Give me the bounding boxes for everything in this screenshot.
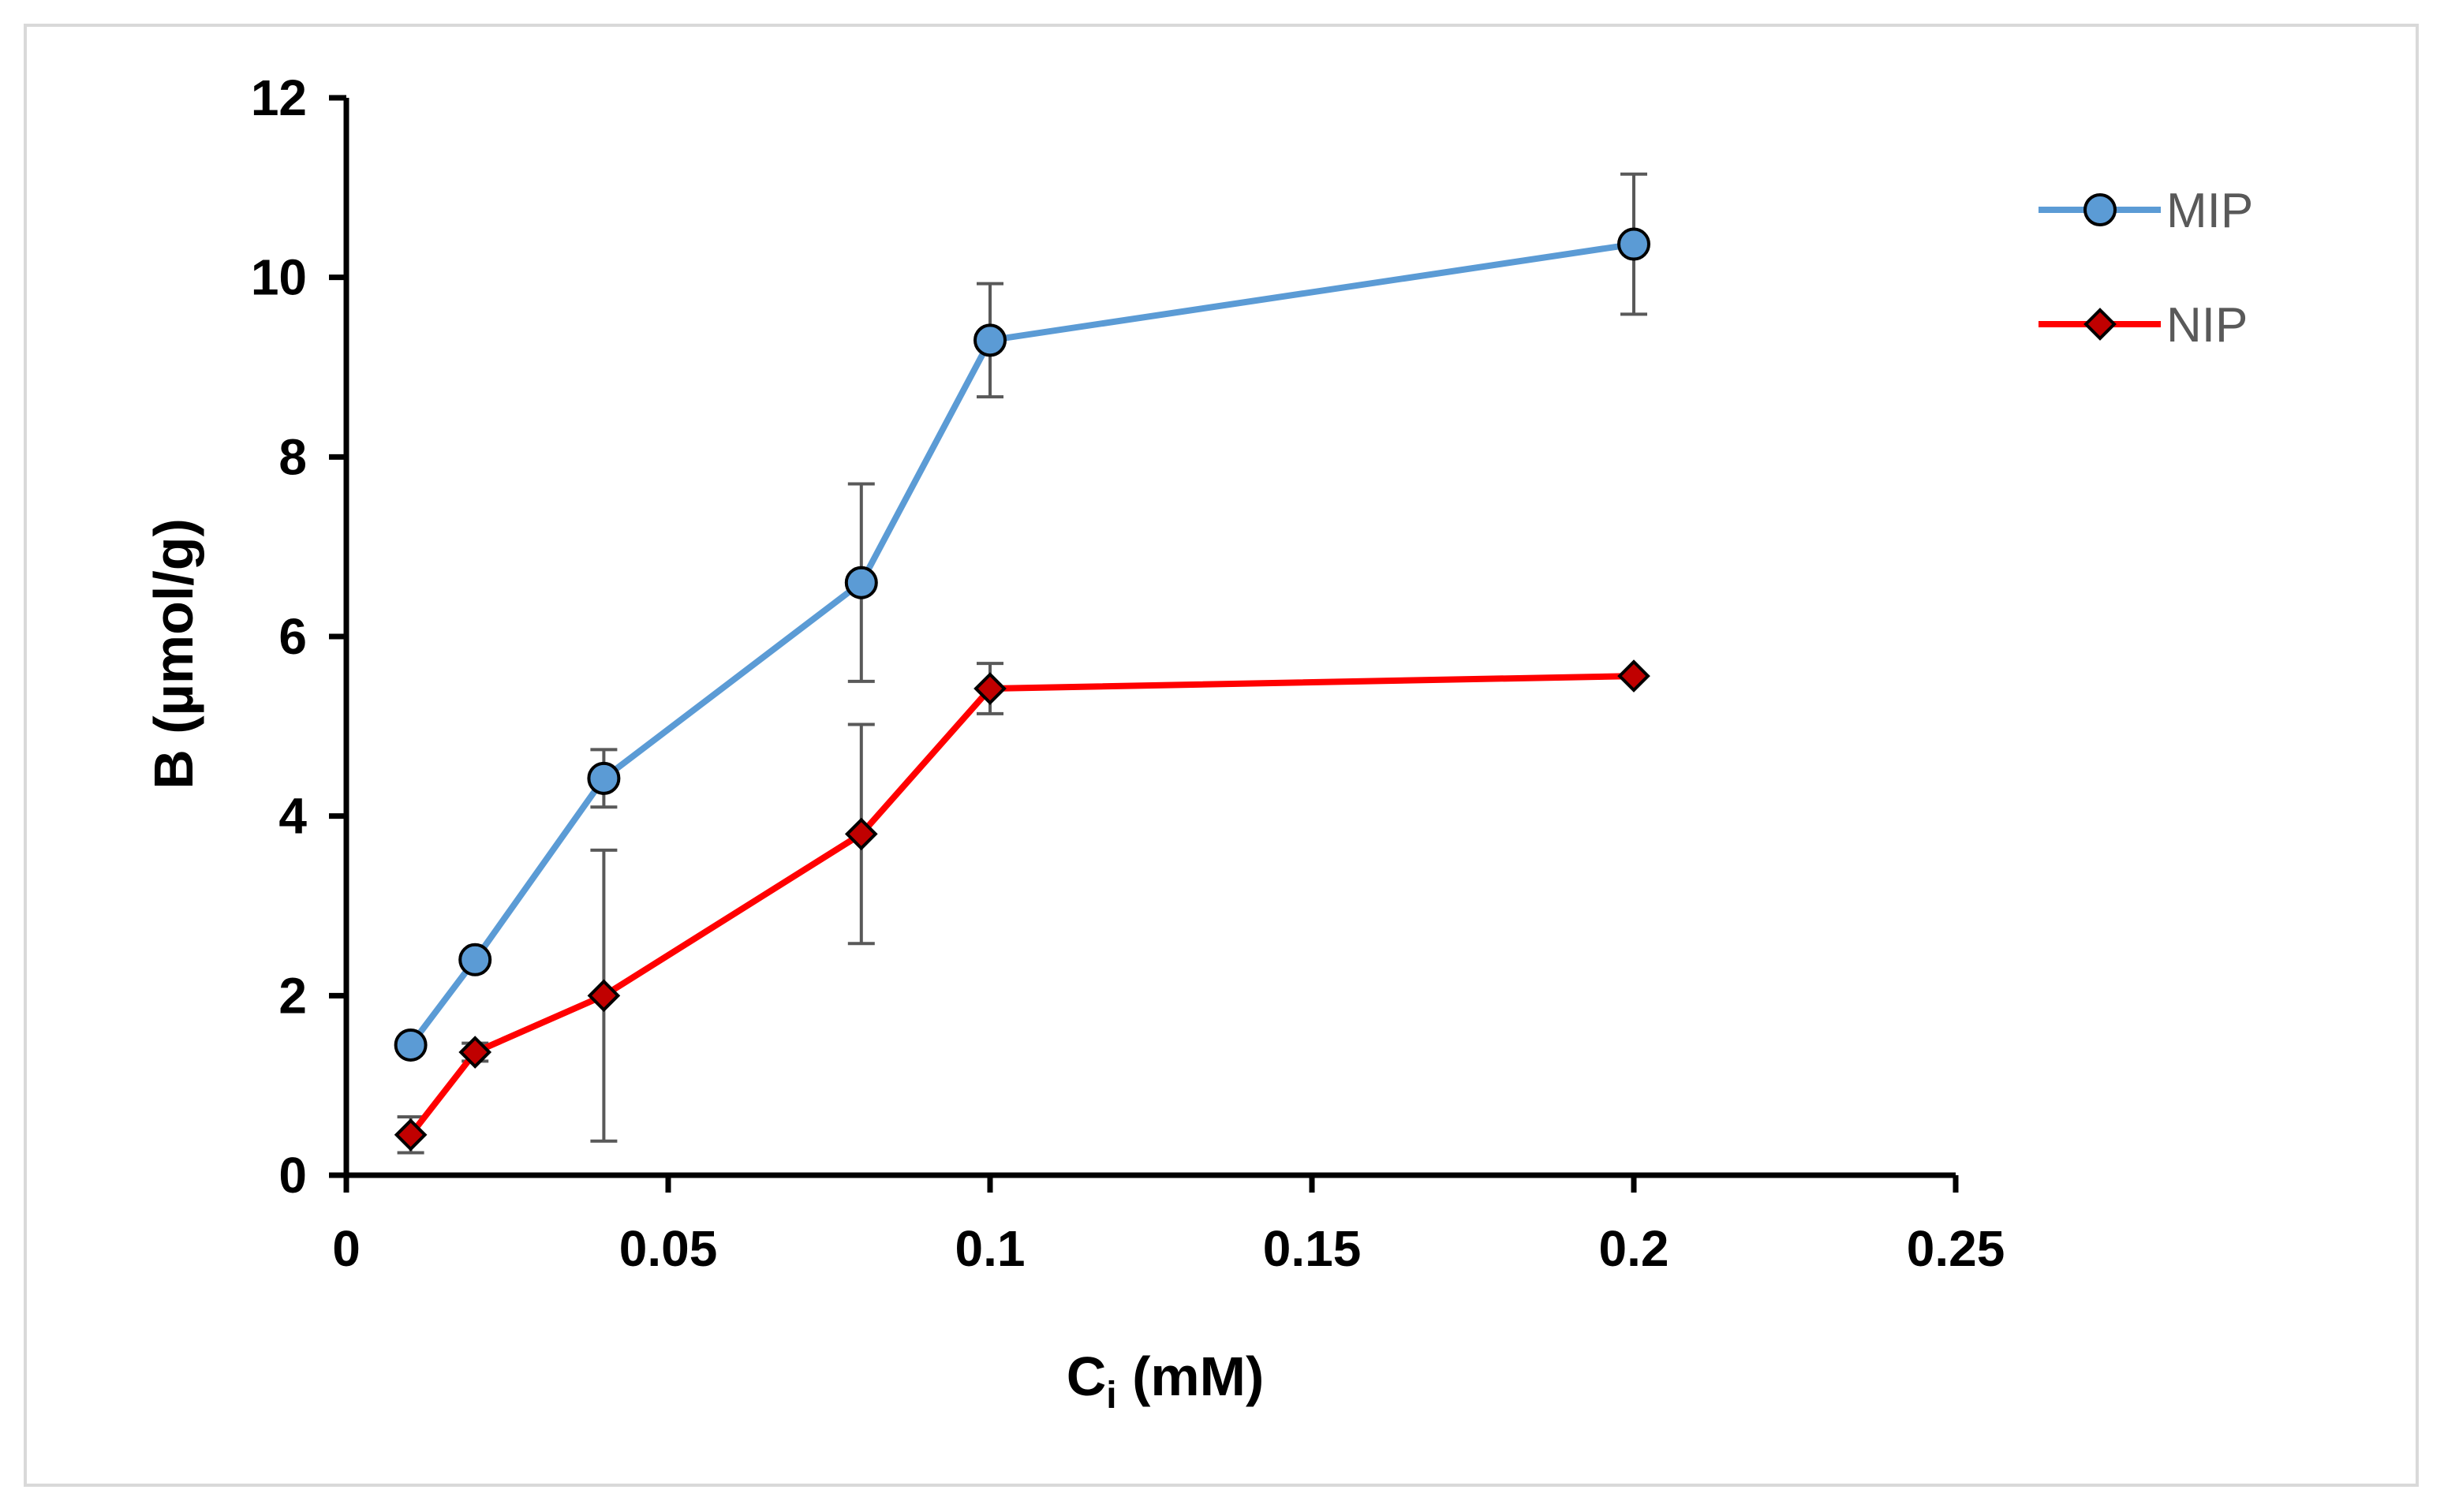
data-point-nip [844, 817, 878, 851]
legend-label-mip: MIP [2166, 184, 2253, 238]
data-point-nip [973, 672, 1007, 705]
y-tick-label: 4 [278, 788, 307, 845]
x-axis-title: Ci (mM) [1067, 1346, 1265, 1417]
data-point-mip [394, 1028, 428, 1062]
legend-marker-nip [2083, 308, 2117, 341]
data-point-mip [973, 323, 1007, 357]
y-tick-label: 6 [278, 608, 307, 665]
chart-frame: 0 2 4 6 8 10 12 0 0.05 0.1 0.15 0.2 0.25 B (µmol/g) … [24, 24, 2419, 1487]
data-point-nip [458, 1036, 492, 1069]
x-tick-label: 0.2 [1599, 1220, 1669, 1277]
y-tick-label: 0 [278, 1147, 307, 1204]
x-tick-label: 0.25 [1907, 1220, 2005, 1277]
series-line-mip [408, 241, 1635, 1047]
y-axis-title: B (µmol/g) [143, 518, 204, 790]
x-tick-label: 0.05 [619, 1220, 718, 1277]
y-tick-label: 12 [251, 69, 307, 126]
data-point-mip [844, 566, 878, 599]
y-tick-label: 2 [278, 967, 307, 1024]
data-point-mip [1617, 227, 1650, 261]
x-tick-label: 0.1 [955, 1220, 1026, 1277]
data-point-nip [1617, 659, 1650, 693]
x-tick-label: 0.15 [1263, 1220, 1362, 1277]
series-lines [408, 241, 1635, 1137]
data-markers [394, 227, 1650, 1152]
legend: MIP NIP [2039, 184, 2253, 353]
x-axis-title-subscript: i [1106, 1375, 1116, 1417]
axes [329, 95, 1959, 1193]
x-axis-title-unit: (mM) [1117, 1346, 1265, 1407]
data-point-nip [587, 979, 621, 1013]
series-line-nip [408, 673, 1635, 1137]
x-tick-label: 0 [332, 1220, 361, 1277]
x-axis-title-main: C [1067, 1346, 1107, 1407]
y-tick-label: 8 [278, 428, 307, 485]
data-point-mip [458, 943, 492, 976]
legend-marker-mip [2083, 193, 2117, 226]
y-tick-label: 10 [251, 249, 307, 306]
tick-labels: 0 2 4 6 8 10 12 0 0.05 0.1 0.15 0.2 0.25 [251, 69, 2005, 1277]
legend-label-nip: NIP [2166, 298, 2248, 353]
data-point-mip [587, 761, 621, 795]
data-point-nip [394, 1118, 428, 1152]
